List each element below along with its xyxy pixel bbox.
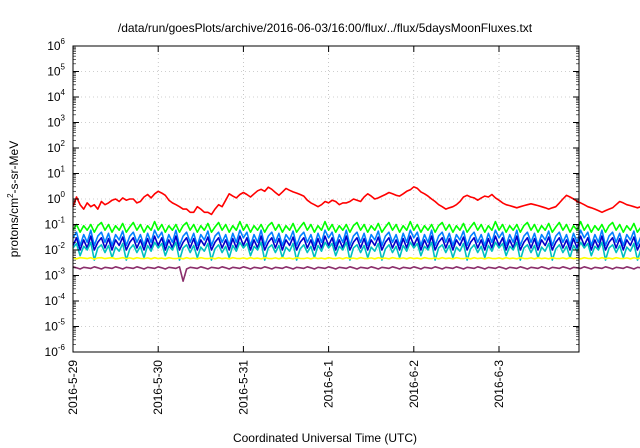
y-tick-base: 10 — [45, 345, 59, 359]
y-tick-label: 10-2 — [45, 241, 66, 257]
y-tick-exponent: -1 — [58, 216, 66, 225]
y-tick-label: 104 — [47, 88, 65, 104]
grid-lines — [73, 46, 579, 352]
series-line — [72, 265, 640, 283]
y-tick-base: 10 — [45, 294, 59, 308]
y-axis-label: protons/cm2-s-sr-MeV — [6, 141, 21, 257]
y-tick-base: 10 — [47, 167, 61, 181]
series-group — [72, 186, 640, 283]
chart-title: /data/run/goesPlots/archive/2016-06-03/1… — [118, 21, 533, 35]
y-tick-base: 10 — [47, 192, 61, 206]
y-axis-label-main: protons/cm — [7, 198, 21, 257]
series-line — [72, 241, 640, 261]
x-tick-label: 2016-6-3 — [492, 360, 506, 408]
y-tick-label: 10-5 — [45, 318, 66, 334]
y-tick-base: 10 — [47, 65, 61, 79]
y-tick-label: 10-6 — [45, 343, 66, 359]
x-tick-label: 2016-6-2 — [407, 360, 421, 408]
series-line — [72, 235, 640, 251]
y-tick-base: 10 — [47, 116, 61, 130]
series-line — [72, 229, 640, 247]
y-axis-label-tail: -s-sr-MeV — [7, 141, 21, 194]
y-tick-label: 10-1 — [45, 216, 66, 232]
x-axis: 2016-5-29 2016-5-30 2016-5-31 2016-6-1 2016-… — [66, 46, 506, 415]
y-tick-base: 10 — [47, 90, 61, 104]
y-tick-label: 102 — [47, 139, 65, 155]
y-tick-base: 10 — [45, 218, 59, 232]
x-axis-label: Coordinated Universal Time (UTC) — [233, 431, 417, 445]
x-tick-label: 2016-5-30 — [151, 360, 165, 415]
y-tick-base: 10 — [47, 39, 61, 53]
y-tick-label: 100 — [47, 190, 65, 206]
y-axis: 10-610-510-410-310-210-11001011021031041… — [45, 37, 579, 359]
y-tick-base: 10 — [45, 320, 59, 334]
x-tick-label: 2016-5-31 — [236, 360, 250, 415]
y-tick-exponent: -2 — [58, 241, 66, 250]
series-line — [72, 186, 640, 216]
y-tick-exponent: 5 — [61, 63, 66, 72]
series-line — [72, 256, 640, 260]
y-tick-exponent: -4 — [58, 292, 66, 301]
series-line — [72, 220, 640, 233]
y-tick-exponent: 6 — [61, 37, 66, 46]
y-tick-label: 10-4 — [45, 292, 66, 308]
y-tick-base: 10 — [45, 269, 59, 283]
y-tick-exponent: 3 — [61, 114, 66, 123]
x-tick-label: 2016-6-1 — [322, 360, 336, 408]
y-tick-base: 10 — [47, 141, 61, 155]
y-tick-exponent: 0 — [61, 190, 66, 199]
y-tick-exponent: -3 — [58, 267, 66, 276]
y-tick-exponent: -5 — [58, 318, 66, 327]
y-tick-exponent: 1 — [61, 165, 66, 174]
y-tick-exponent: -6 — [58, 343, 66, 352]
y-tick-label: 103 — [47, 114, 65, 130]
y-tick-label: 101 — [47, 165, 65, 181]
y-tick-label: 105 — [47, 63, 65, 79]
y-tick-label: 10-3 — [45, 267, 66, 283]
y-tick-base: 10 — [45, 243, 59, 257]
y-axis-label-sup: 2 — [6, 193, 15, 198]
y-tick-exponent: 4 — [61, 88, 66, 97]
y-tick-label: 106 — [47, 37, 65, 53]
y-tick-exponent: 2 — [61, 139, 66, 148]
x-tick-label: 2016-5-29 — [66, 360, 80, 415]
